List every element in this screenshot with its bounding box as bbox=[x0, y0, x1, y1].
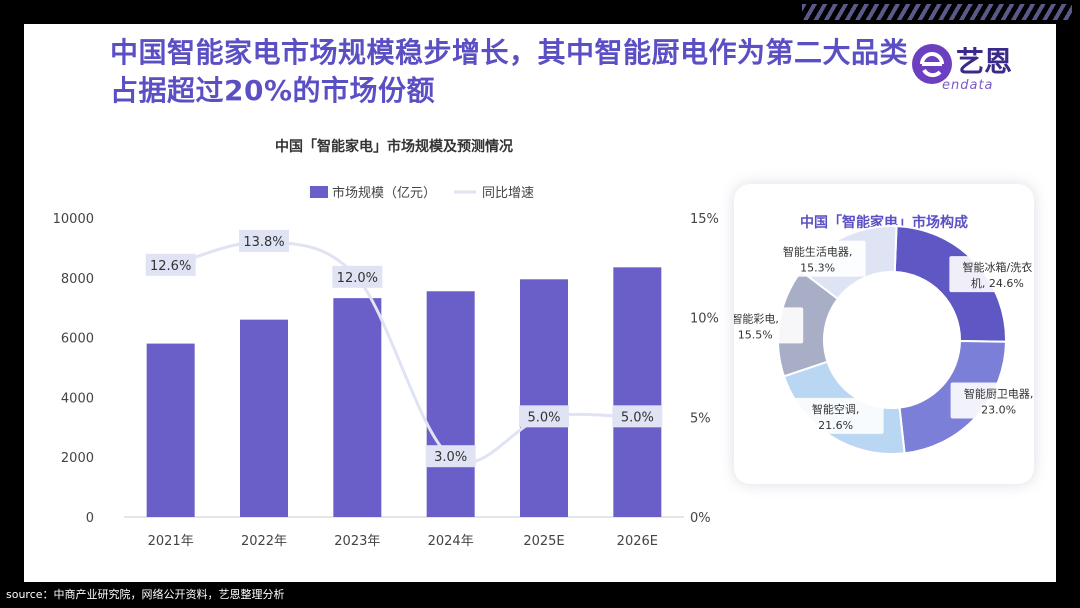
data-label-bg bbox=[239, 229, 289, 252]
data-label-bg bbox=[612, 405, 663, 428]
donut-label-text: 智能冰箱/洗衣 bbox=[963, 260, 1033, 274]
donut-label-bg bbox=[950, 382, 1034, 419]
donut-chart: 智能冰箱/洗衣机, 24.6% 智能厨卫电器, 23.0% 智能空调, 21.6% 智能彩… bbox=[734, 225, 1034, 455]
y2-tick-label: 5% bbox=[690, 411, 711, 426]
data-label-bg bbox=[332, 265, 383, 288]
data-label-bg bbox=[425, 445, 476, 468]
data-label-text: 12.0% bbox=[337, 271, 378, 286]
legend-bar-label: 市场规模（亿元） bbox=[332, 185, 436, 201]
donut-label-text: 23.0% bbox=[981, 404, 1016, 417]
slide: 中国智能家电市场规模稳步增长，其中智能厨电作为第二大品类占据超过20%的市场份额… bbox=[24, 24, 1056, 582]
y2-tick-label: 10% bbox=[690, 312, 719, 327]
data-label-bg bbox=[519, 405, 569, 428]
bar-line-chart: 市场规模（亿元） 同比增速 0 2000 4000 6000 8000 10000 0% 5% 10… bbox=[53, 185, 719, 549]
data-label: 5.0% bbox=[612, 405, 663, 428]
data-label-text: 5.0% bbox=[621, 410, 654, 425]
donut-label-text: 21.6% bbox=[818, 419, 853, 432]
endata-logo bbox=[912, 44, 952, 84]
x-tick-label: 2022年 bbox=[241, 534, 287, 549]
x-tick-label: 2024年 bbox=[428, 534, 474, 549]
chart-legend: 市场规模（亿元） 同比增速 bbox=[310, 185, 534, 201]
y-tick-label: 10000 bbox=[53, 212, 94, 227]
y-tick-label: 8000 bbox=[61, 272, 94, 287]
x-tick-label: 2023年 bbox=[334, 534, 380, 549]
data-label-text: 12.6% bbox=[150, 259, 191, 274]
data-label-text: 3.0% bbox=[434, 450, 467, 465]
donut-label-text: 15.3% bbox=[800, 262, 835, 275]
donut-label-bg bbox=[787, 397, 884, 434]
data-label: 5.0% bbox=[519, 405, 569, 428]
y-tick-label: 0 bbox=[86, 511, 94, 526]
bar bbox=[520, 279, 568, 517]
donut-label-bg bbox=[949, 256, 1034, 293]
data-label: 3.0% bbox=[425, 445, 476, 468]
donut-label-text: 机, 24.6% bbox=[971, 276, 1024, 290]
x-tick-label: 2026E bbox=[617, 534, 658, 549]
donut-label-text: 智能生活电器, bbox=[783, 245, 853, 259]
x-tick-label: 2025E bbox=[523, 534, 564, 549]
logo-subtext: endata bbox=[942, 78, 994, 93]
data-label: 12.6% bbox=[145, 253, 196, 276]
y2-tick-label: 0% bbox=[690, 511, 711, 526]
y-tick-label: 2000 bbox=[61, 451, 94, 466]
decorative-stripes bbox=[802, 4, 1072, 20]
bar bbox=[240, 319, 288, 517]
bar bbox=[146, 343, 195, 517]
donut-label: 智能厨卫电器, 23.0% bbox=[950, 382, 1034, 419]
legend-line-label: 同比增速 bbox=[482, 186, 534, 201]
bar-chart-title: 中国「智能家电」市场规模及预测情况 bbox=[275, 139, 513, 155]
data-label-text: 13.8% bbox=[243, 235, 284, 250]
data-label: 13.8% bbox=[239, 229, 289, 252]
x-tick-label: 2021年 bbox=[148, 534, 194, 549]
donut-label-bg bbox=[769, 240, 866, 277]
y-tick-label: 4000 bbox=[61, 391, 94, 406]
data-label: 12.0% bbox=[332, 265, 383, 288]
donut-label-text: 智能厨卫电器, bbox=[964, 387, 1034, 401]
donut-label-text: 智能彩电, bbox=[734, 311, 779, 325]
bar bbox=[333, 298, 382, 517]
donut-label: 智能彩电, 15.5% bbox=[734, 307, 804, 344]
y-tick-label: 6000 bbox=[61, 332, 94, 347]
donut-chart-title: 中国「智能家电」市场构成 bbox=[800, 215, 968, 231]
bar bbox=[426, 291, 475, 517]
source-note: source：中商产业研究院，网络公开资料，艺恩整理分析 bbox=[6, 588, 285, 601]
donut-label: 智能冰箱/洗衣机, 24.6% bbox=[949, 256, 1034, 293]
donut-label-text: 智能空调, bbox=[812, 402, 860, 416]
donut-label-bg bbox=[734, 307, 804, 344]
donut-label: 智能空调, 21.6% bbox=[787, 397, 884, 434]
data-label-bg bbox=[145, 253, 196, 276]
y2-tick-label: 15% bbox=[690, 212, 719, 227]
donut-label: 智能生活电器, 15.3% bbox=[769, 240, 866, 277]
page-title: 中国智能家电市场规模稳步增长，其中智能厨电作为第二大品类占据超过20%的市场份额 bbox=[110, 36, 909, 107]
logo-text: 艺恩 bbox=[956, 45, 1013, 78]
data-label-text: 5.0% bbox=[527, 410, 560, 425]
bar bbox=[613, 267, 662, 517]
donut-card: 中国「智能家电」市场构成 智能冰箱/洗衣 机, 24.6% 智能厨卫电器, 23.0%… bbox=[734, 184, 1034, 484]
legend-bar-swatch bbox=[310, 186, 328, 198]
donut-label-text: 15.5% bbox=[738, 328, 773, 341]
